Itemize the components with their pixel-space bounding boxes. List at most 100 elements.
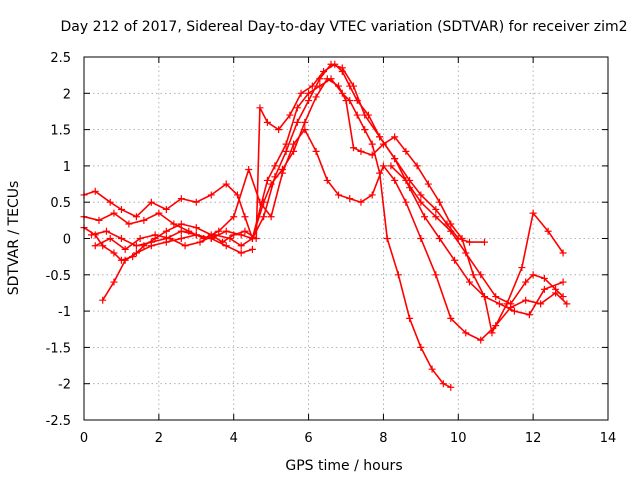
data-point <box>466 238 474 246</box>
data-point <box>522 296 530 304</box>
y-tick-label: -0.5 <box>46 269 71 284</box>
y-tick-label: -2 <box>58 378 71 393</box>
data-point <box>361 111 369 119</box>
data-point <box>529 209 537 217</box>
data-point <box>462 329 470 337</box>
plot-area <box>80 60 571 391</box>
data-point <box>417 343 425 351</box>
data-point <box>91 242 99 250</box>
y-tick-labels: 2.5 2 1.5 1 0.5 0 -0.5 -1 -1.5 -2 -2.5 <box>46 51 71 429</box>
y-tick-label: 2.5 <box>50 51 71 66</box>
data-point <box>192 198 200 206</box>
x-tick-label: 14 <box>600 431 617 446</box>
data-point <box>106 198 114 206</box>
data-point <box>559 249 567 257</box>
y-tick-label: 0.5 <box>50 196 71 211</box>
data-point <box>559 293 567 301</box>
data-point <box>477 271 485 279</box>
data-point <box>349 82 357 90</box>
data-point <box>245 166 253 174</box>
data-point <box>192 224 200 232</box>
data-point <box>237 249 245 257</box>
data-point <box>312 93 320 101</box>
data-point <box>353 111 361 119</box>
data-point <box>428 365 436 373</box>
data-point <box>432 205 440 213</box>
data-point <box>335 82 343 90</box>
data-point <box>177 227 185 235</box>
data-point <box>170 220 178 228</box>
data-point <box>480 293 488 301</box>
data-point <box>207 191 215 199</box>
data-point <box>260 213 268 221</box>
data-point <box>361 126 369 134</box>
data-point <box>327 60 335 68</box>
data-point <box>421 213 429 221</box>
data-point <box>379 162 387 170</box>
data-point <box>301 118 309 126</box>
data-point <box>117 205 125 213</box>
y-tick-label: 1.5 <box>50 124 71 139</box>
data-point <box>308 82 316 90</box>
data-point <box>477 336 485 344</box>
data-point <box>436 235 444 242</box>
data-point <box>436 198 444 206</box>
data-point <box>162 205 170 213</box>
data-point <box>417 191 425 199</box>
x-tick-label: 12 <box>525 431 542 446</box>
data-point <box>305 89 313 97</box>
data-point <box>323 75 331 83</box>
data-point <box>387 162 395 170</box>
data-point <box>282 147 290 155</box>
data-point <box>267 213 275 221</box>
data-point <box>323 176 331 184</box>
data-point <box>518 264 526 272</box>
data-point <box>492 293 500 301</box>
data-point <box>181 242 189 250</box>
y-tick-label: -1.5 <box>46 341 71 356</box>
data-point <box>260 198 268 206</box>
y-tick-label: 1 <box>63 160 71 175</box>
x-tick-label: 10 <box>450 431 467 446</box>
data-point <box>406 314 414 322</box>
data-point <box>559 278 567 286</box>
data-point <box>125 220 133 228</box>
data-point <box>424 180 432 188</box>
x-tick-label: 6 <box>304 431 312 446</box>
chart-title: Day 212 of 2017, Sidereal Day-to-day VTE… <box>61 19 628 35</box>
data-point <box>312 147 320 155</box>
data-point <box>177 220 185 228</box>
data-point <box>215 227 223 235</box>
plot-frame <box>83 56 609 421</box>
data-point <box>222 227 230 235</box>
data-point <box>241 227 249 235</box>
data-point <box>469 271 477 279</box>
data-point <box>563 300 571 308</box>
data-point <box>495 300 503 308</box>
data-point <box>451 256 459 264</box>
data-point <box>338 64 346 72</box>
data-point <box>439 380 447 388</box>
data-point <box>237 231 245 239</box>
data-point <box>110 209 118 217</box>
data-point <box>305 97 313 105</box>
data-point <box>417 198 425 206</box>
data-point <box>544 227 552 235</box>
y-axis-label: SDTVAR / TECUs <box>6 181 22 296</box>
data-point <box>91 187 99 195</box>
data-point <box>391 176 399 184</box>
series-line <box>94 78 564 334</box>
data-point <box>286 111 294 119</box>
data-point <box>110 278 118 286</box>
data-point <box>95 216 103 224</box>
data-point <box>357 147 365 155</box>
data-point <box>391 133 399 141</box>
data-point <box>166 235 174 242</box>
data-point <box>132 249 140 257</box>
data-point <box>540 274 548 282</box>
data-point <box>394 271 402 279</box>
y-tick-label: -2.5 <box>46 414 71 429</box>
y-tick-label: 2 <box>63 87 71 102</box>
y-tick-label: -1 <box>58 305 71 320</box>
